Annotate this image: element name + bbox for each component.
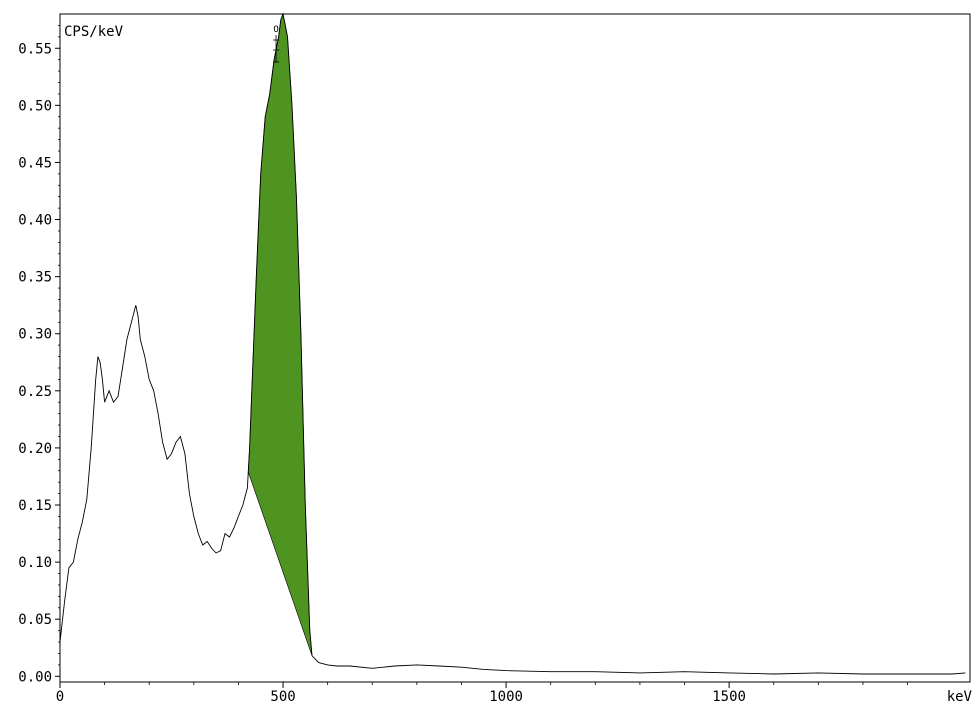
y-tick-label: 0.50 — [18, 98, 52, 114]
x-axis-unit-label: keV — [947, 689, 973, 704]
peak-layer — [247, 12, 313, 656]
y-tick-label: 0.05 — [18, 612, 52, 628]
y-tick-label: 0.10 — [18, 555, 52, 571]
y-tick-label: 0.00 — [18, 669, 52, 685]
y-tick-label: 0.55 — [18, 41, 52, 57]
y-tick-label: 0.35 — [18, 270, 52, 286]
x-tick-label: 1500 — [712, 689, 746, 704]
plot-frame — [59, 13, 971, 683]
peak-element-label: O — [273, 25, 278, 35]
peak-label-group: O — [273, 25, 280, 63]
peak-region-fill — [247, 12, 313, 656]
y-tick-label: 0.30 — [18, 327, 52, 343]
spectrum-line — [59, 12, 966, 675]
y-tick-label: 0.15 — [18, 498, 52, 514]
line-layer — [59, 12, 966, 675]
x-tick-label: 500 — [270, 689, 295, 704]
y-tick-label: 0.25 — [18, 384, 52, 400]
y-tick-label: 0.45 — [18, 155, 52, 171]
y-axis-ticks: 0.00 0.05 0.10 0.15 0.20 0.25 0.30 0.35 0.40 0.45… — [18, 25, 60, 685]
y-tick-label: 0.40 — [18, 213, 52, 229]
x-tick-label: 0 — [56, 689, 64, 704]
x-axis-ticks: 0 500 1000 1500 — [56, 682, 908, 704]
y-axis-unit-label: CPS/keV — [64, 24, 124, 40]
y-tick-label: 0.20 — [18, 441, 52, 457]
x-tick-label: 1000 — [489, 689, 523, 704]
